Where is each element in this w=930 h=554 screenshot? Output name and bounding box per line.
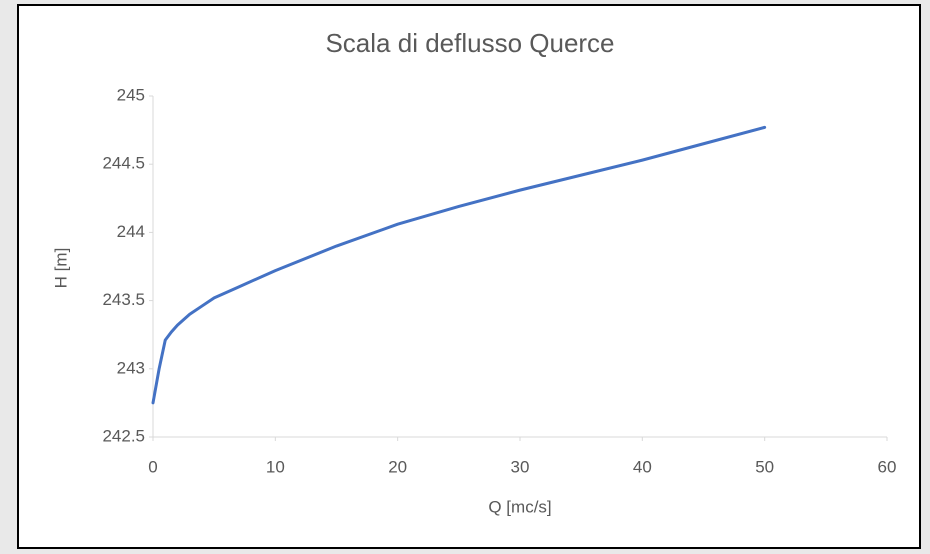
x-tick-label: 10 xyxy=(266,457,285,476)
chart-frame xyxy=(17,4,921,549)
x-tick-label: 30 xyxy=(511,457,530,476)
chart-title: Scala di deflusso Querce xyxy=(325,28,614,58)
x-tick-label: 40 xyxy=(633,457,652,476)
x-tick-label: 50 xyxy=(755,457,774,476)
y-tick-label: 243.5 xyxy=(102,290,145,309)
y-tick-label: 244 xyxy=(117,222,145,241)
y-tick-label: 245 xyxy=(117,85,145,104)
x-tick-label: 20 xyxy=(388,457,407,476)
x-tick-label: 0 xyxy=(148,457,157,476)
x-tick-label: 60 xyxy=(878,457,897,476)
data-line xyxy=(151,125,767,405)
x-axis-label: Q [mc/s] xyxy=(488,497,551,516)
y-tick-label: 243 xyxy=(117,358,145,377)
y-axis-label: H [m] xyxy=(51,248,70,289)
y-tick-label: 244.5 xyxy=(102,154,145,173)
y-tick-label: 242.5 xyxy=(102,426,145,445)
